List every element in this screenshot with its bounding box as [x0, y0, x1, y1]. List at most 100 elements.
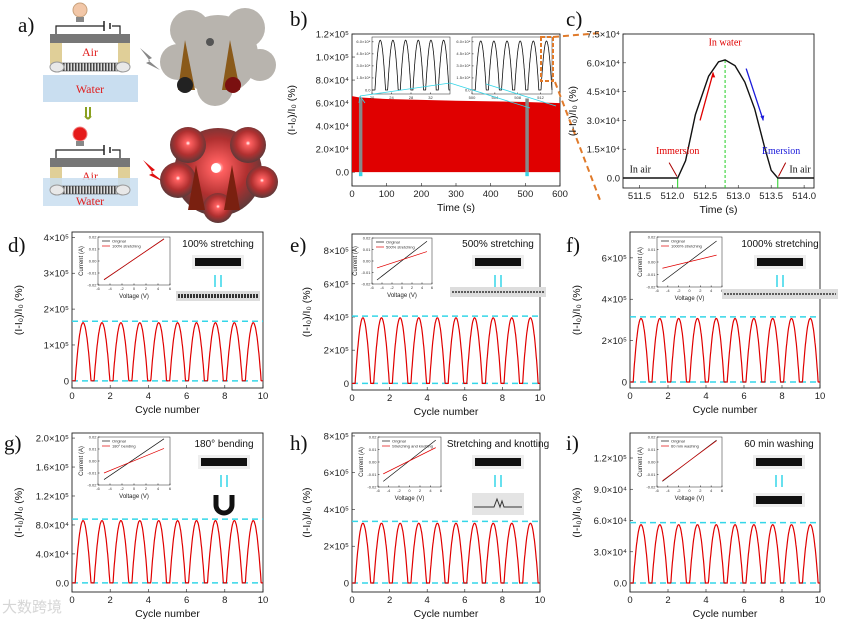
y-tick-label: 0.0: [365, 87, 371, 92]
chart-f: f) 0 2 4 6 8 10 0 2×10⁵ 4×10⁵ 6×10⁵ Cycle number (I-…: [566, 231, 838, 416]
chart-d: d) 0 2 4 6 8 10 0 1×10⁵ 2×10⁵ 3×10⁵ 4×10⁵ Cycle numb…: [8, 231, 268, 416]
x-tick-label: 500: [469, 95, 476, 100]
annotation-immersion: Immersion: [656, 146, 699, 157]
x-tick-label: -6: [96, 486, 100, 491]
y-axis-label: (I-I₀)/I₀ (%): [567, 86, 579, 136]
air-label-top: Air: [82, 45, 98, 59]
x-tick-label: 10: [535, 595, 546, 606]
x-tick-label: -6: [655, 488, 659, 493]
zoom-callout-line: [552, 32, 601, 201]
x-tick-label: 2: [145, 486, 148, 491]
condition-label: Stretching and knotting: [447, 439, 549, 450]
fiber-relaxed: [475, 458, 521, 466]
inset-x-label: Voltage (V): [395, 496, 425, 502]
bulb-base: [76, 141, 84, 146]
x-tick-label: -4: [666, 288, 670, 293]
inset-cycles-0: 20 24 28 32 0.0 1.5×10⁴ 3.0×10⁴ 4.5×10⁴ 6.0×10⁴: [356, 36, 451, 100]
x-axis-label: Cycle number: [135, 608, 200, 620]
photo-on: [160, 127, 278, 223]
y-tick-label: 8.0×10⁴: [316, 76, 349, 87]
cyclic-arrows-icon: [220, 475, 228, 487]
x-tick-label: 2: [699, 288, 702, 293]
legend-modified: 500% stretching: [386, 244, 415, 249]
x-tick-label: 2: [387, 595, 392, 606]
x-tick-label: 2: [699, 488, 702, 493]
y-tick-label: 4×10⁵: [324, 312, 349, 323]
y-tick-label: 3.0×10⁴: [456, 63, 470, 68]
y-tick-label: 6×10⁵: [602, 253, 627, 264]
y-tick-label: 0.01: [89, 446, 98, 451]
y-axis-label: (I-I₀)/I₀ (%): [571, 487, 583, 537]
legend-modified: Stretching and knotting: [392, 443, 433, 448]
cycle-response-curve: [352, 317, 540, 384]
x-tick-label: 10: [815, 391, 826, 402]
y-tick-label: 6×10⁵: [324, 279, 349, 290]
x-tick-label: 2: [145, 286, 148, 291]
x-tick-label: 400: [483, 189, 499, 200]
inset-y-label: Current (A): [638, 247, 644, 277]
y-axis-label: (I-I₀)/I₀ (%): [13, 487, 25, 537]
x-tick-label: 4: [157, 486, 160, 491]
arrowhead: [711, 72, 716, 78]
inset-y-label: Current (A): [353, 246, 359, 276]
annotation-in-air: In air: [630, 164, 652, 175]
x-tick-label: 4: [425, 393, 430, 404]
cycle-response-curve: [352, 522, 540, 584]
y-tick-label: 1.6×10⁵: [36, 463, 69, 474]
iv-line-original: [376, 240, 428, 281]
plot-frame: [377, 436, 442, 488]
plot-frame: [656, 436, 723, 488]
x-tick-label: 100: [379, 189, 395, 200]
inset-x-label: Voltage (V): [119, 494, 149, 500]
battery-icon: [103, 21, 111, 31]
y-tick-label: 0.0: [607, 174, 620, 185]
x-tick-label: 20: [370, 95, 375, 100]
x-tick-label: 4: [703, 595, 708, 606]
x-tick-label: 8: [500, 595, 505, 606]
x-tick-label: 2: [387, 393, 392, 404]
sample-photo-knotted: [472, 493, 524, 515]
cycle-response-curve: [630, 524, 820, 584]
x-tick-label: 4: [710, 288, 713, 293]
x-tick-label: 2: [411, 285, 414, 290]
x-tick-label: 4: [429, 488, 432, 493]
panel-label-g: g): [4, 431, 22, 455]
x-tick-label: 24: [389, 95, 394, 100]
x-tick-label: -6: [370, 285, 374, 290]
x-tick-label: 500: [517, 189, 533, 200]
fiber-relaxed: [756, 458, 802, 466]
y-tick-label: 3.0×10⁴: [594, 547, 627, 558]
x-tick-label: 0: [349, 393, 354, 404]
panel-label-e: e): [290, 233, 306, 257]
y-tick-label: 0.01: [363, 247, 372, 252]
right-support: [118, 43, 130, 64]
plot-frame: [622, 33, 815, 189]
clamp-right: [115, 184, 131, 196]
y-tick-label: 0: [344, 578, 349, 589]
x-tick-label: 8: [222, 595, 227, 606]
y-tick-label: 0.01: [648, 447, 657, 452]
x-tick-label: -4: [380, 285, 384, 290]
y-tick-label: 3×10⁵: [44, 269, 69, 280]
schematic-air-state: Air Water: [43, 2, 138, 102]
cyclic-arrows-icon: [214, 275, 222, 287]
x-tick-label: 0: [408, 488, 411, 493]
iv-line-modified: [376, 251, 428, 269]
y-tick-label: 0.00: [89, 458, 98, 463]
y-axis-label: (I-I₀)/I₀ (%): [301, 487, 313, 537]
highlight-marker: [525, 172, 529, 177]
y-tick-label: 1×10⁵: [44, 340, 69, 351]
x-tick-label: 0: [349, 595, 354, 606]
legend-modified: 100% stretching: [112, 243, 141, 248]
chart-h: h) 0 2 4 6 8 10 0 2×10⁵ 4×10⁵ 6×10⁵ 8×10⁵ Cycle numb…: [290, 431, 549, 620]
iv-inset: -6 -4 -2 0 2 4 6 -0.02 -0.01 0.00 0.01 0.02 Original…: [638, 434, 724, 502]
response-area: [352, 96, 560, 173]
y-tick-label: 1.5×10⁴: [456, 75, 470, 80]
x-tick-label: 6: [741, 595, 746, 606]
y-tick-label: -0.02: [87, 282, 97, 287]
x-tick-label: 2: [665, 391, 670, 402]
condition-label: 180° bending: [194, 439, 253, 450]
x-tick-label: 200: [413, 189, 429, 200]
x-tick-label: 514.0: [792, 191, 816, 202]
cycle-response-curve: [630, 317, 820, 383]
